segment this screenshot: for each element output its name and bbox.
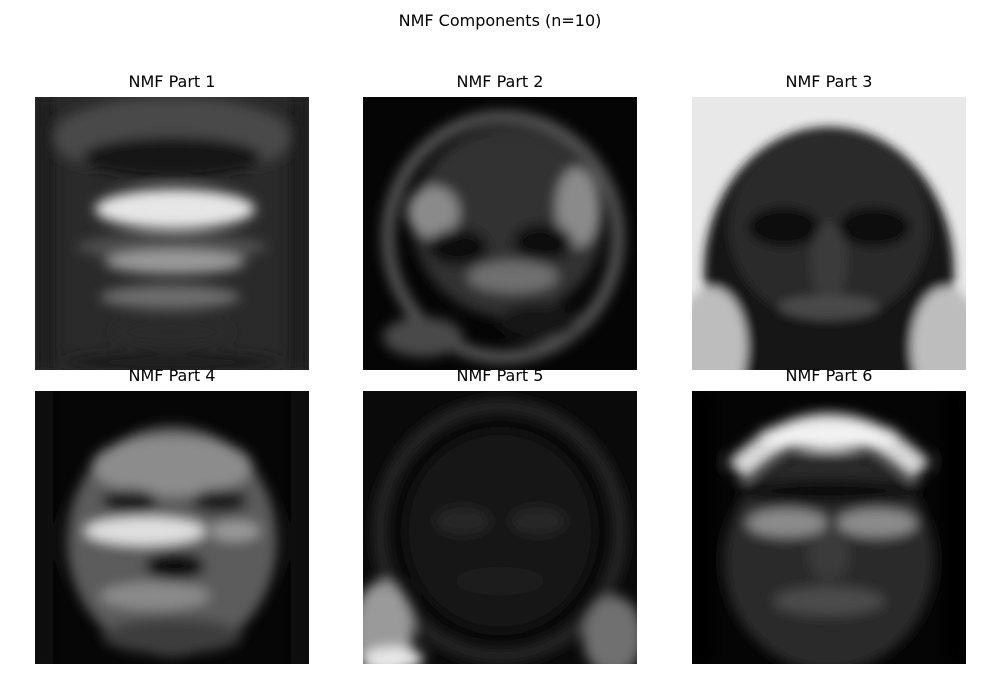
nmf-component-image [692,97,966,370]
nmf-component-image [363,391,637,664]
panel-title: NMF Part 4 [128,366,216,385]
figure-title: NMF Components (n=10) [398,11,602,30]
panel-title: NMF Part 6 [785,366,873,385]
panel-title: NMF Part 1 [128,72,216,91]
nmf-component-image [35,391,309,664]
nmf-component-image [363,97,637,370]
panel-title: NMF Part 3 [785,72,873,91]
nmf-component-image [35,97,309,370]
panel-title: NMF Part 2 [456,72,544,91]
nmf-component-image [692,391,966,664]
panel-title: NMF Part 5 [456,366,544,385]
